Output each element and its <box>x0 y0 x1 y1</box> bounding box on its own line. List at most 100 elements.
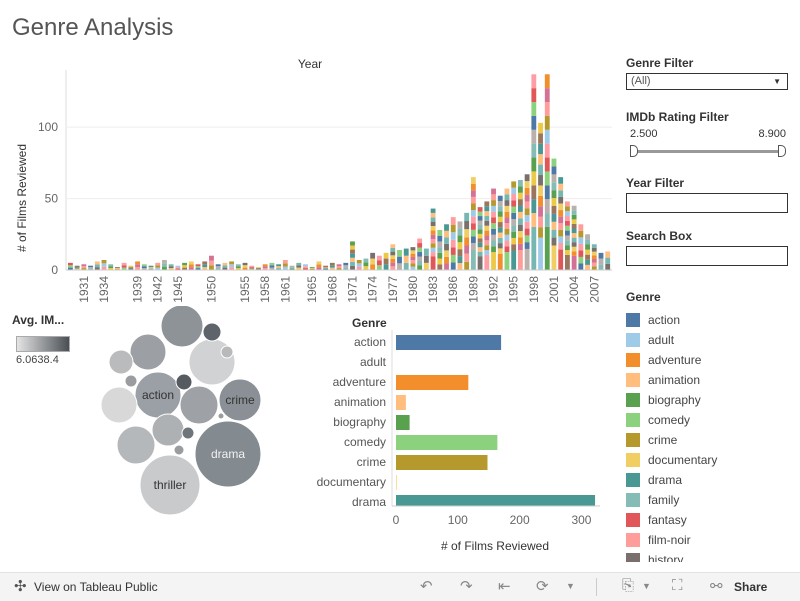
slider-max-handle[interactable] <box>778 145 786 157</box>
year-bar-segment <box>511 193 517 201</box>
year-bar-segment <box>484 211 490 217</box>
legend-item-biography[interactable]: biography <box>626 390 786 410</box>
legend-item-action[interactable]: action <box>626 310 786 330</box>
year-bar-segment <box>81 268 87 270</box>
year-bar-segment <box>168 268 174 270</box>
fullscreen-icon[interactable]: ⛶ <box>672 577 683 594</box>
refresh-dropdown-icon[interactable]: ▼ <box>566 581 575 591</box>
legend-item-documentary[interactable]: documentary <box>626 450 786 470</box>
legend-item-drama[interactable]: drama <box>626 470 786 490</box>
year-bar-segment <box>148 267 154 269</box>
legend-item-history[interactable]: history <box>626 550 786 562</box>
year-bar-segment <box>491 200 496 206</box>
year-bar-segment <box>517 199 523 206</box>
legend-item-animation[interactable]: animation <box>626 370 786 390</box>
year-bar-segment <box>558 190 564 197</box>
year-bar-segment <box>517 231 523 238</box>
year-bar-segment <box>491 240 496 247</box>
year-bar-segment <box>544 226 550 270</box>
year-bar-segment <box>517 224 523 232</box>
year-bar-segment <box>437 235 443 242</box>
legend-item-fantasy[interactable]: fantasy <box>626 510 786 530</box>
year-bar-segment <box>564 254 570 270</box>
year-bar-segment <box>484 225 490 231</box>
year-bar-segment <box>538 227 543 238</box>
year-bar-segment <box>417 243 423 248</box>
year-bar-segment <box>182 262 188 266</box>
year-bar-segment <box>564 216 570 221</box>
undo-icon[interactable]: ↶ <box>420 578 433 595</box>
genre-category-label: crime <box>357 455 387 469</box>
genre-bubble <box>202 322 222 342</box>
x-tick-label: 1961 <box>278 276 292 303</box>
year-bar-segment <box>531 102 537 116</box>
legend-item-comedy[interactable]: comedy <box>626 410 786 430</box>
year-bar-segment <box>511 200 517 207</box>
genre-chart-title: Genre <box>352 316 387 330</box>
revert-icon[interactable]: ⇤ <box>498 578 511 595</box>
genre-bar <box>396 335 502 350</box>
year-bar-segment <box>390 247 396 252</box>
genre-horizontal-bar-chart[interactable]: action adult adventure animation biography co… <box>300 330 610 560</box>
year-bar-segment <box>477 220 483 225</box>
slider-min-handle[interactable] <box>630 145 638 157</box>
view-on-tableau-link[interactable]: View on Tableau Public <box>34 580 158 594</box>
year-bar-segment <box>121 265 127 268</box>
axis-mask <box>300 506 610 560</box>
year-bar-segment <box>115 268 120 270</box>
year-bar-segment <box>350 265 355 270</box>
year-bar-segment <box>571 205 577 211</box>
legend-label: biography <box>648 393 701 407</box>
year-bar-segment <box>329 265 335 268</box>
download-dropdown-icon[interactable]: ▼ <box>642 581 651 591</box>
year-bar-segment <box>242 262 248 266</box>
year-bar-segment <box>94 264 100 268</box>
year-bar-segment <box>444 263 449 270</box>
year-bar-segment <box>571 237 577 243</box>
download-icon[interactable]: ⎘ <box>622 577 635 594</box>
year-bar-segment <box>101 266 107 270</box>
year-bar-segment <box>309 268 315 270</box>
year-bar-segment <box>390 262 396 267</box>
x-tick-label: 1995 <box>507 276 521 303</box>
year-bar-segment <box>141 268 147 270</box>
year-bar-segment <box>524 215 530 222</box>
year-stacked-bar-chart[interactable]: 0 50 100 # of Films Reviewed 1931 1934 1939 194… <box>0 70 620 306</box>
year-bar-segment <box>504 240 510 247</box>
legend-item-adventure[interactable]: adventure <box>626 350 786 370</box>
legend-item-adult[interactable]: adult <box>626 330 786 350</box>
year-bar-segment <box>222 262 228 266</box>
genre-filter-select[interactable]: (All) ▼ <box>626 73 788 90</box>
year-bar-segment <box>135 267 140 270</box>
year-bar-segment <box>591 262 597 267</box>
x-tick-label: 200 <box>510 513 530 527</box>
share-button[interactable]: Share <box>734 580 768 594</box>
year-filter-input[interactable] <box>626 193 788 213</box>
year-bar-segment <box>605 263 611 270</box>
year-bar-segment <box>538 133 543 144</box>
legend-item-crime[interactable]: crime <box>626 430 786 450</box>
year-bar-segment <box>524 208 530 216</box>
year-bar-segment <box>585 259 590 265</box>
search-input[interactable] <box>626 246 788 266</box>
year-bar-segment <box>222 265 228 268</box>
year-bar-segment <box>74 268 80 270</box>
year-bar-segment <box>417 247 423 253</box>
share-icon[interactable]: ⚯ <box>710 578 723 595</box>
year-bar-segment <box>350 261 355 266</box>
refresh-icon[interactable]: ⟳ <box>536 578 549 595</box>
year-bar-segment <box>444 243 449 251</box>
genre-bubble-chart[interactable]: action crime drama thriller <box>90 306 280 518</box>
year-bar-segment <box>551 158 557 167</box>
year-bar-segment <box>558 242 564 250</box>
legend-swatch <box>626 453 640 467</box>
legend-item-family[interactable]: family <box>626 490 786 510</box>
year-bar-segment <box>551 237 557 246</box>
year-bar-segment <box>329 267 335 270</box>
year-bar-segment <box>383 258 389 265</box>
redo-icon[interactable]: ↷ <box>460 578 473 595</box>
genre-bar <box>396 395 406 410</box>
rating-slider[interactable]: 2.500 8.900 <box>626 128 788 164</box>
year-bar-segment <box>591 244 597 248</box>
legend-item-film-noir[interactable]: film-noir <box>626 530 786 550</box>
